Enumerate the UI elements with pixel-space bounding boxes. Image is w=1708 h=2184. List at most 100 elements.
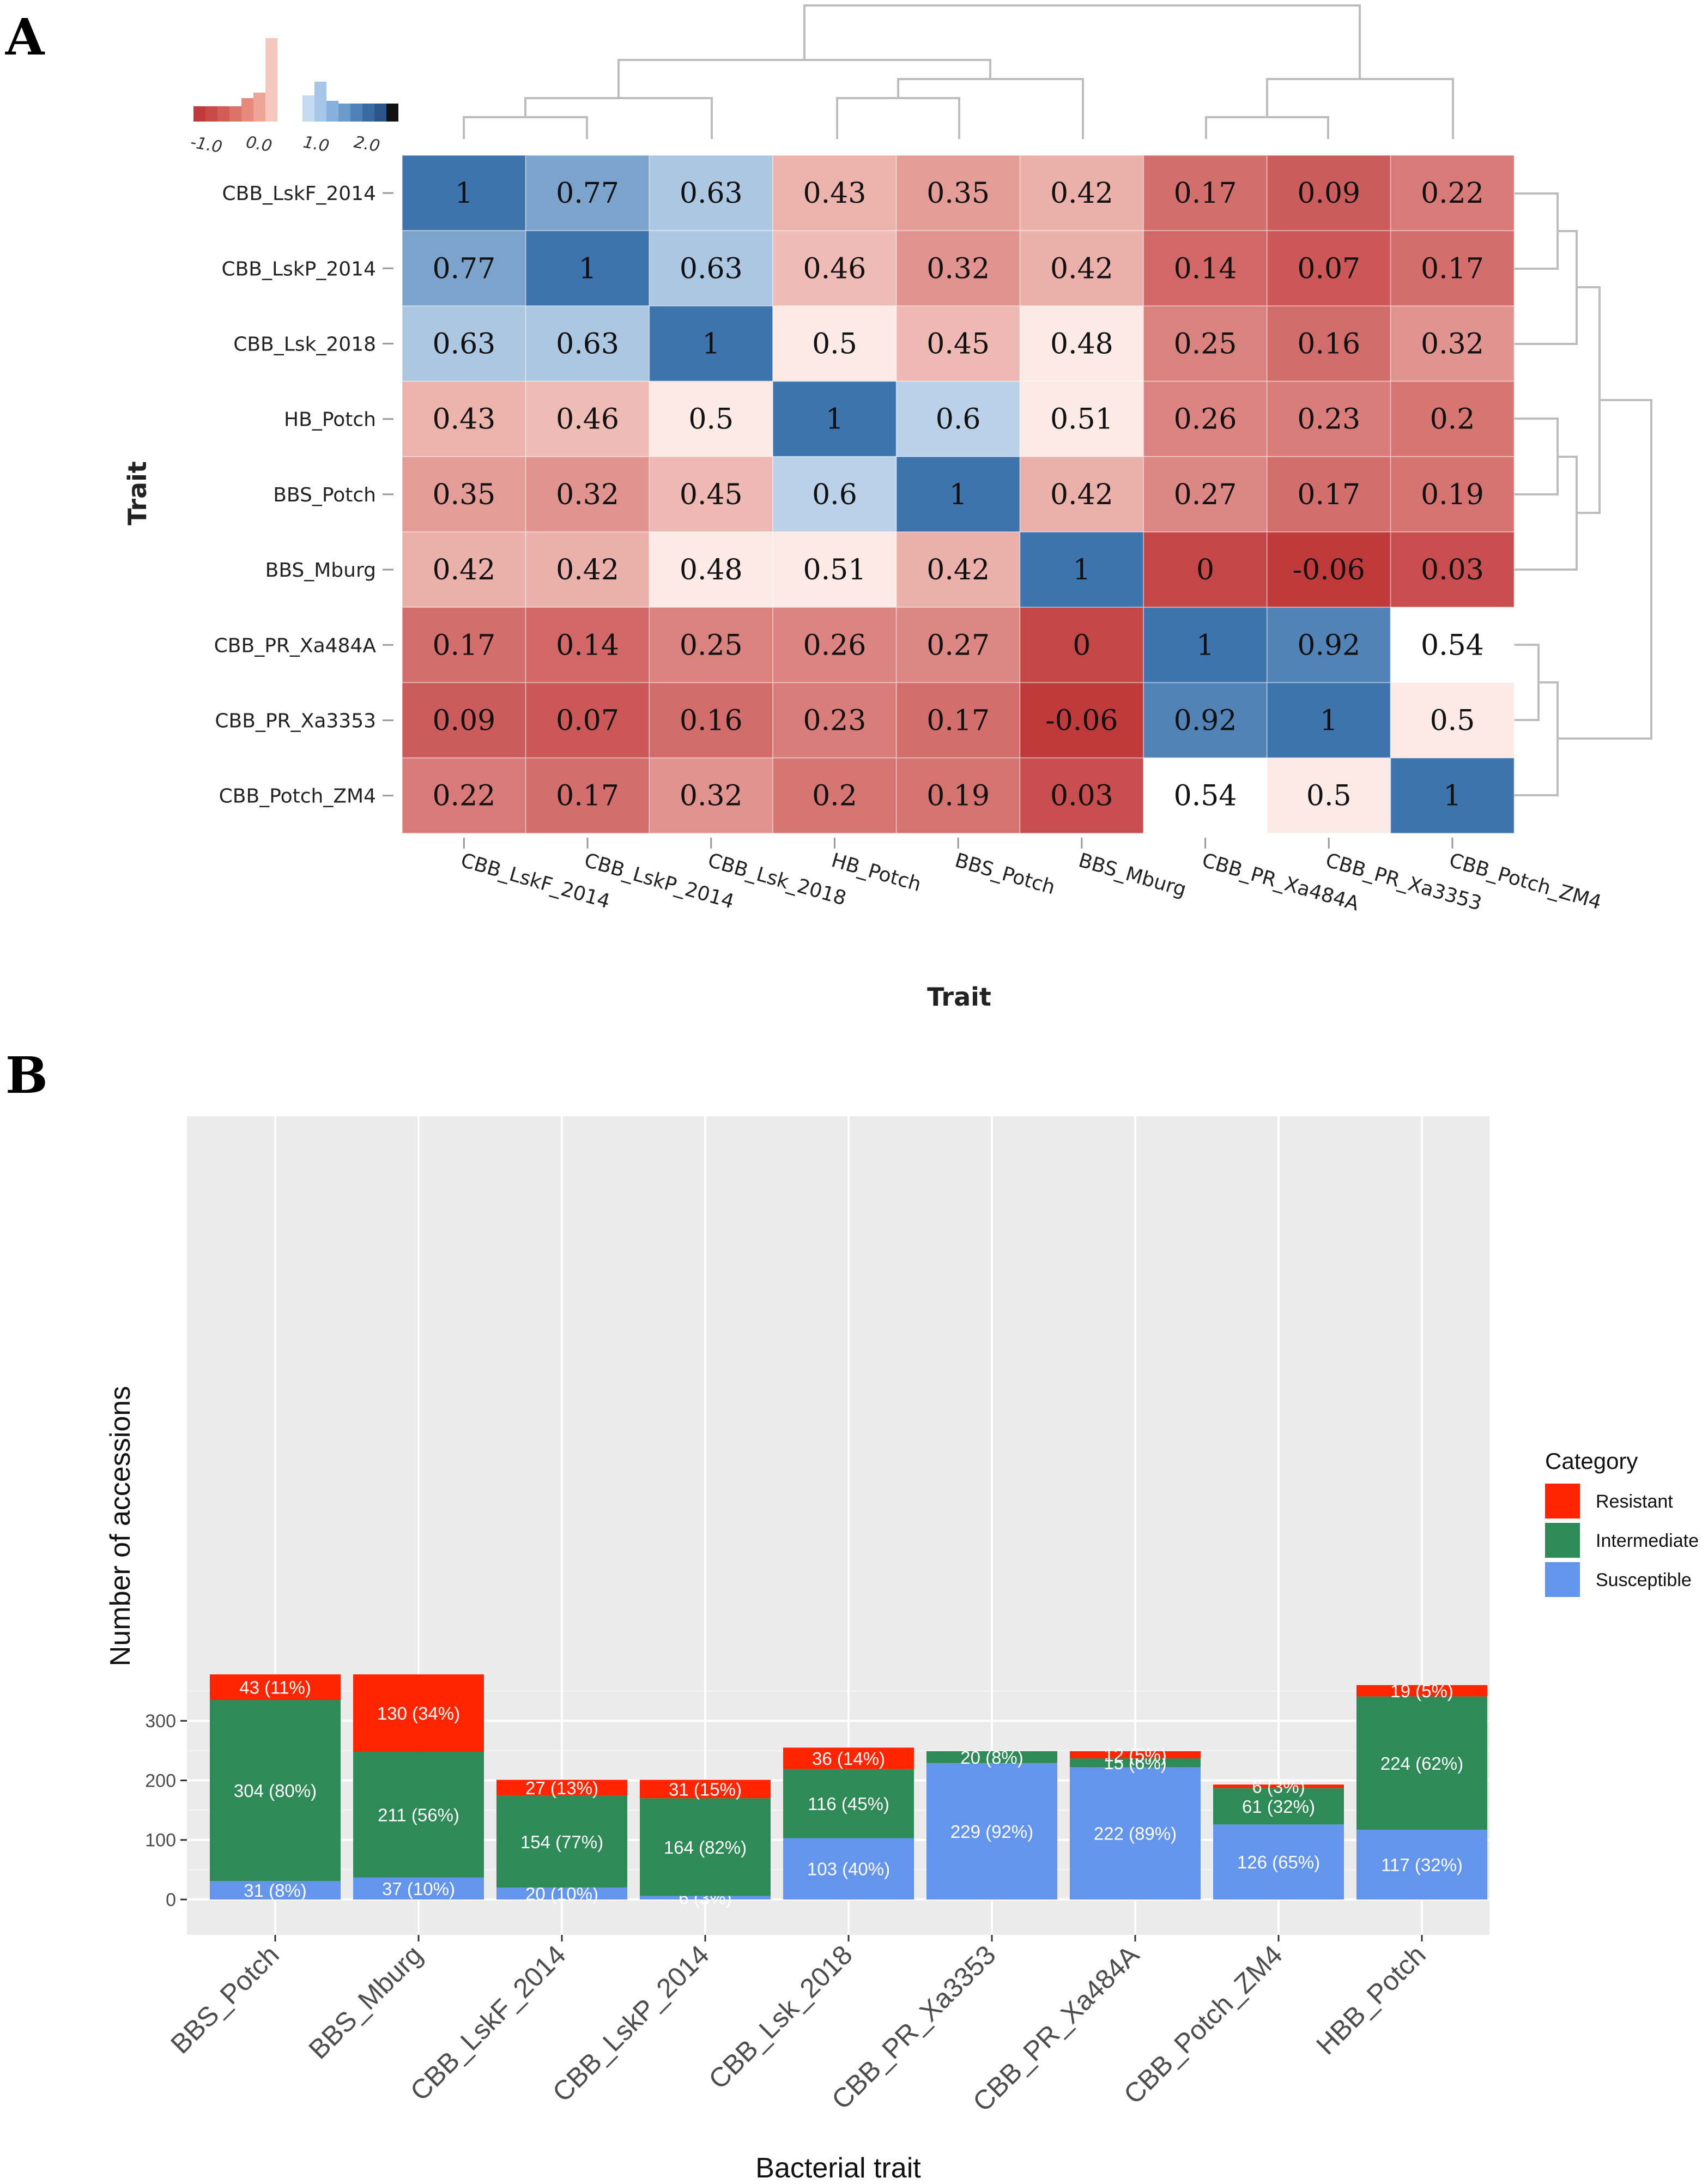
legend-bar-pos-3: [326, 101, 338, 122]
bar-y-title: Number of accessions: [105, 1386, 136, 1666]
legend-bar-pos-7: [374, 104, 386, 122]
heatmap-row-label: CBB_Lsk_2018: [233, 334, 376, 356]
bar-segment-susceptible: [640, 1896, 771, 1899]
legend-label-susceptible: Susceptible: [1596, 1570, 1692, 1590]
heatmap-grid: 1 0.77 0.63 0.43 0.35 0.42 0.17 0.09 0.22 0.77 1 0.…: [214, 155, 1604, 916]
heatmap-cell-value: -0.06: [1293, 554, 1365, 586]
heatmap-cell: [525, 380, 650, 457]
heatmap-cell-value: 1: [1196, 629, 1214, 662]
heatmap-cell: [1266, 757, 1391, 834]
heatmap-cell: [649, 305, 774, 382]
bar-segment-susceptible: [783, 1838, 914, 1899]
heatmap-cell: [525, 305, 650, 382]
heatmap-cell-value: 0.17: [556, 780, 619, 813]
heatmap-cell-value: 0.27: [1174, 479, 1237, 511]
x-tick-label: CBB_Lsk_2018: [702, 1939, 858, 2095]
heatmap-cell-value: 1: [1443, 780, 1461, 813]
heatmap-cell-value: 0.63: [680, 252, 743, 285]
heatmap-cell: [895, 155, 1021, 232]
heatmap-cell: [772, 230, 897, 307]
bar-segment-resistant: [210, 1674, 341, 1700]
legend-key-intermediate: [1545, 1523, 1580, 1558]
bar-segment-intermediate: [783, 1769, 914, 1838]
bar-data-label: 61 (32%): [1242, 1796, 1315, 1817]
heatmap-cell: [772, 607, 897, 683]
legend-bar-pos-6: [362, 104, 374, 122]
legend-bar-neg-6: [253, 93, 265, 122]
bar-data-label: 222 (89%): [1094, 1824, 1177, 1844]
legend-bar-neg-4: [229, 106, 241, 122]
bar-segment-resistant: [353, 1674, 484, 1752]
heatmap-cell-value: 0.2: [1430, 403, 1475, 436]
heatmap-cell-value: 0.19: [926, 780, 990, 813]
heatmap-cell-value: 0.27: [926, 629, 990, 662]
bar-segment-resistant: [1213, 1784, 1344, 1788]
x-tick-label: CBB_Potch_ZM4: [1118, 1939, 1288, 2110]
heatmap-cell: [1266, 531, 1391, 608]
panel-a-label: A: [5, 8, 45, 66]
heatmap-cell: [1266, 380, 1391, 457]
heatmap-cell: [649, 456, 774, 533]
bar-segment-resistant: [640, 1780, 771, 1799]
heatmap-cell-value: 0.32: [1421, 328, 1484, 361]
heatmap-cell-value: 0.23: [1297, 403, 1360, 436]
bar-x-title: Bacterial trait: [755, 2152, 921, 2184]
bar-data-label: 164 (82%): [664, 1837, 747, 1858]
heatmap-cell-value: 1: [702, 328, 720, 361]
bar-data-label: 130 (34%): [377, 1703, 460, 1723]
heatmap-cell-value: 0.17: [1297, 479, 1360, 511]
heatmap-cell-value: 0.32: [926, 252, 990, 285]
bar-data-label: 211 (56%): [378, 1805, 459, 1825]
bar-data-label: 116 (45%): [808, 1794, 889, 1814]
heatmap-cell-value: 0.35: [926, 177, 990, 210]
heatmap-cell-value: 0.14: [556, 629, 619, 662]
heatmap-cell: [402, 757, 526, 834]
heatmap-cell-value: 0.26: [1174, 403, 1237, 436]
heatmap-cell-value: 0.32: [556, 479, 619, 511]
heatmap-row-label: CBB_LskP_2014: [221, 258, 376, 280]
bar-segment-intermediate: [926, 1751, 1057, 1763]
legend-bar-neg-7: [265, 38, 277, 122]
heatmap-cell: [1143, 305, 1268, 382]
heatmap-cell: [1019, 682, 1144, 759]
heatmap-cell-value: 0.26: [803, 629, 867, 662]
heatmap-cell: [1390, 531, 1515, 608]
legend-bar-pos-8: [386, 104, 398, 122]
legend-bar-pos-2: [314, 82, 326, 122]
heatmap-cell-value: 0.03: [1421, 554, 1484, 586]
legend-title: Category: [1545, 1448, 1638, 1474]
heatmap-cell-value: 1: [1320, 705, 1338, 737]
heatmap-cell-value: 0.5: [1430, 705, 1475, 737]
heatmap-cell: [1143, 682, 1268, 759]
heatmap-col-label: BBS_Potch: [953, 849, 1058, 899]
bar-data-label: 20 (8%): [960, 1747, 1023, 1768]
heatmap-cell-value: 0.46: [556, 403, 619, 436]
heatmap-col-label: BBS_Mburg: [1076, 849, 1189, 901]
heatmap-cell-value: 0.42: [556, 554, 619, 586]
legend-tick-neg1: -1.0: [189, 132, 224, 157]
heatmap-x-title: Trait: [927, 982, 991, 1012]
heatmap-cell-value: 0.42: [1050, 252, 1113, 285]
heatmap-cell-value: 0.46: [803, 252, 867, 285]
heatmap-cell: [895, 531, 1021, 608]
bar-data-label: 103 (40%): [807, 1859, 890, 1879]
heatmap-cell: [402, 682, 526, 759]
heatmap-cell: [895, 305, 1021, 382]
bar-segment-susceptible: [210, 1881, 341, 1899]
panel-b-label: B: [5, 1046, 48, 1105]
heatmap-cell: [895, 607, 1021, 683]
heatmap-cell-value: 0.5: [812, 328, 857, 361]
heatmap-cell-value: 0.45: [926, 328, 990, 361]
heatmap-cell: [1266, 607, 1391, 683]
heatmap-cell-value: 0.25: [680, 629, 743, 662]
bar-segment-susceptible: [1213, 1824, 1344, 1899]
heatmap-cell: [1390, 305, 1515, 382]
heatmap-cell-value: 0.32: [680, 780, 743, 813]
bar-segment-susceptible: [926, 1763, 1057, 1899]
bar-data-label: 36 (14%): [812, 1749, 885, 1769]
bar-segment-intermediate: [1213, 1788, 1344, 1825]
y-tick-label: 100: [145, 1830, 176, 1851]
heatmap-cell: [402, 531, 526, 608]
legend-bar-neg-2: [205, 106, 217, 122]
heatmap-cell: [1266, 230, 1391, 307]
